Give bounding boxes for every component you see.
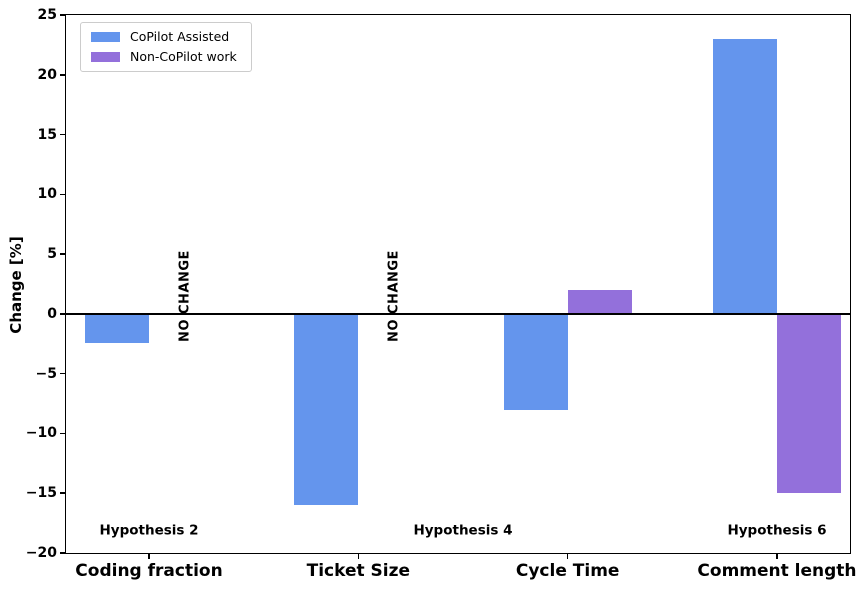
y-tick-label--15: −15 — [25, 485, 57, 502]
legend-item-copilot-assisted: CoPilot Assisted — [91, 30, 241, 44]
y-tick-label--5: −5 — [35, 365, 57, 382]
y-tick-mark--20 — [60, 552, 66, 554]
legend: CoPilot Assisted Non-CoPilot work — [80, 22, 252, 72]
legend-item-non-copilot-work: Non-CoPilot work — [91, 50, 241, 64]
annotation-hypothesis-4: Hypothesis 4 — [413, 522, 513, 539]
no-change-label-coding-fraction: NO CHANGE — [177, 249, 193, 342]
y-tick-mark-20 — [60, 74, 66, 76]
legend-swatch-copilot-assisted — [91, 32, 120, 42]
y-tick-mark-25 — [60, 14, 66, 16]
x-tick-label-comment-length: Comment length — [697, 561, 857, 581]
bar-copilot-assisted-cycle-time — [503, 313, 568, 410]
x-tick-mark-comment-length — [776, 553, 778, 559]
x-tick-label-cycle-time: Cycle Time — [515, 561, 620, 581]
y-tick-label-0: 0 — [47, 305, 57, 322]
legend-swatch-non-copilot-work — [91, 52, 120, 62]
y-tick-label-25: 25 — [37, 7, 57, 23]
bar-non-copilot-work-comment-length — [776, 313, 841, 494]
y-axis-title: Change [%] — [7, 236, 25, 334]
y-tick-label-5: 5 — [47, 246, 57, 263]
y-tick-mark-5 — [60, 253, 66, 255]
x-tick-mark-cycle-time — [566, 553, 569, 559]
bar-non-copilot-work-cycle-time — [567, 289, 632, 314]
y-tick-mark--15 — [60, 492, 66, 494]
bar-copilot-assisted-ticket-size — [294, 313, 359, 506]
x-tick-label-ticket-size: Ticket Size — [306, 561, 411, 581]
annotation-hypothesis-2: Hypothesis 2 — [99, 522, 199, 539]
x-tick-label-coding-fraction: Coding fraction — [75, 561, 223, 581]
y-tick-label--20: −20 — [25, 545, 57, 561]
bar-copilot-assisted-coding-fraction — [85, 313, 149, 343]
legend-label-non-copilot-work: Non-CoPilot work — [130, 48, 237, 64]
no-change-label-ticket-size: NO CHANGE — [386, 249, 402, 342]
x-tick-mark-ticket-size — [357, 553, 360, 559]
legend-label-copilot-assisted: CoPilot Assisted — [130, 28, 230, 44]
y-tick-label-10: 10 — [37, 186, 57, 203]
y-tick-mark-0 — [60, 313, 66, 315]
x-tick-mark-coding-fraction — [148, 553, 150, 559]
y-tick-mark-10 — [60, 193, 66, 196]
y-tick-mark--10 — [60, 432, 66, 435]
y-tick-label-20: 20 — [37, 66, 57, 83]
zero-line — [66, 312, 850, 316]
y-tick-mark-15 — [60, 133, 66, 136]
bar-copilot-assisted-comment-length — [712, 38, 777, 314]
annotation-hypothesis-6: Hypothesis 6 — [727, 522, 827, 539]
y-tick-label-15: 15 — [37, 126, 57, 143]
y-tick-label--10: −10 — [25, 425, 57, 442]
y-tick-mark--5 — [60, 372, 66, 375]
